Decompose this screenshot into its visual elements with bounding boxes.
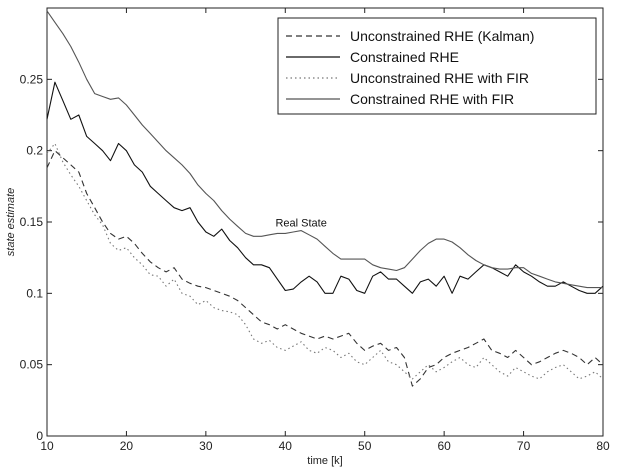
x-tick-label: 50 [358,439,372,453]
series-line-4 [46,10,603,289]
legend-items: Unconstrained RHE (Kalman) Constrained RH… [286,28,534,107]
x-tick-label: 60 [437,439,451,453]
legend: Unconstrained RHE (Kalman) Constrained RH… [277,17,597,115]
x-tick-label: 40 [279,439,293,453]
y-tick-label: 0.25 [20,72,44,86]
legend-box [277,17,597,115]
x-tick-label: 80 [596,439,610,453]
series-line-3 [46,142,604,380]
legend-label-4: Constrained RHE with FIR [350,91,514,107]
y-tick-label: 0 [36,429,43,443]
y-tick-label: 0.2 [26,144,43,158]
x-axis-label: time [k] [307,455,342,467]
y-tick-label: 0.1 [26,286,43,300]
real-state-annotation: Real State [275,217,326,229]
x-axis-ticks: 10 20 30 40 50 60 70 80 [40,8,610,453]
y-tick-label: 0.05 [20,358,44,372]
y-axis-ticks: 0 0.05 0.1 0.15 0.2 0.25 [20,72,603,443]
x-tick-label: 30 [199,439,213,453]
x-tick-label: 20 [120,439,134,453]
y-tick-label: 0.15 [20,215,44,229]
y-axis-label: state estimate [5,188,17,256]
legend-label-3: Unconstrained RHE with FIR [350,70,529,86]
legend-label-2: Constrained RHE [350,49,459,65]
legend-label-1: Unconstrained RHE (Kalman) [350,28,534,44]
x-tick-label: 10 [40,439,54,453]
x-tick-label: 70 [517,439,531,453]
series-line-2 [46,81,604,294]
series-layer [46,10,604,387]
